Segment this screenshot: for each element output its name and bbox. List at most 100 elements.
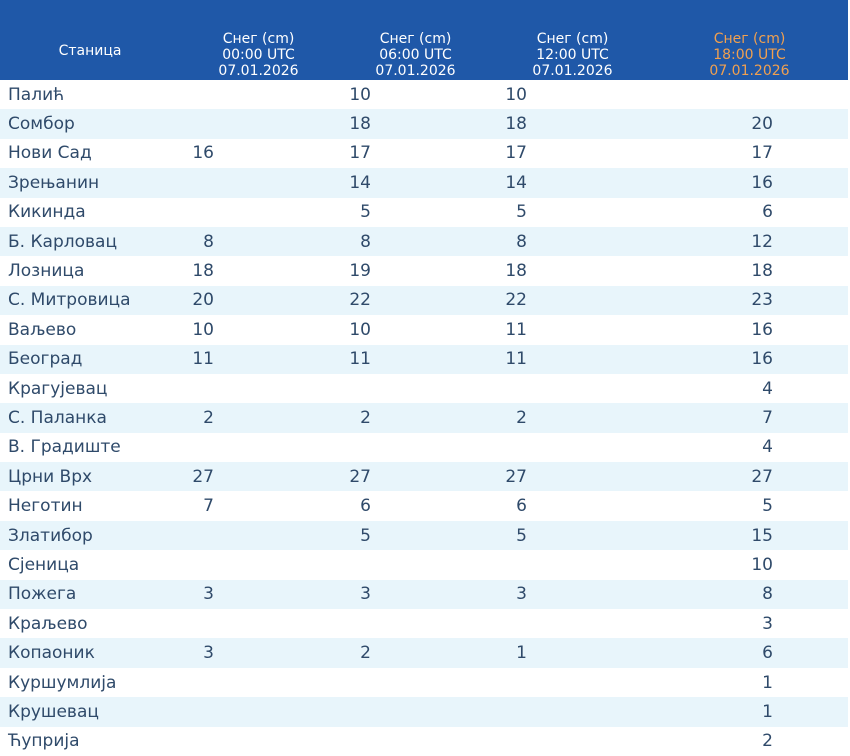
station-name: Ћуприја [8, 731, 80, 752]
value-0000 [180, 727, 337, 756]
value-0600: 2 [360, 407, 371, 428]
value-1200: 18 [505, 114, 527, 135]
header-date: 07.01.2026 [218, 63, 299, 79]
station-name: Пожега [8, 584, 77, 605]
value-0600: 14 [349, 172, 371, 193]
header-label: Снег (cm) [536, 31, 609, 47]
table-row: Крагујевац 4 [0, 373, 848, 404]
station-name: Кикинда [8, 202, 86, 223]
value-1800: 23 [751, 290, 773, 311]
value-0600: 17 [349, 143, 371, 164]
value-1200: 5 [516, 202, 527, 223]
value-1800: 3 [762, 613, 773, 634]
table-row: Копаоник 3 2 1 6 [0, 638, 848, 668]
value-0000: 3 [203, 643, 214, 664]
value-0000: 20 [192, 290, 214, 311]
value-0600: 8 [360, 231, 371, 252]
station-name: Краљево [8, 613, 88, 634]
station-name: Крагујевац [8, 378, 108, 399]
value-1200: 11 [505, 349, 527, 370]
value-1200 [494, 727, 651, 756]
value-1800: 15 [751, 525, 773, 546]
value-0600 [337, 668, 494, 697]
value-0600: 5 [360, 525, 371, 546]
value-0600: 19 [349, 261, 371, 282]
value-0000: 16 [192, 143, 214, 164]
value-1200: 3 [516, 584, 527, 605]
table-row: Нови Сад 16 17 17 17 [0, 138, 848, 169]
value-0600: 10 [349, 319, 371, 340]
table-row: Лозница 18 19 18 18 [0, 256, 848, 286]
value-1800: 16 [751, 319, 773, 340]
value-0600 [337, 374, 494, 403]
value-1800: 16 [751, 349, 773, 370]
value-1200: 1 [516, 643, 527, 664]
value-1800: 8 [762, 584, 773, 605]
value-1200 [494, 668, 651, 697]
station-name: С. Митровица [8, 290, 131, 311]
value-0000 [180, 609, 337, 638]
value-1800: 7 [762, 407, 773, 428]
table-row: Ћуприја 2 [0, 726, 848, 756]
value-0000: 8 [203, 231, 214, 252]
station-name: Београд [8, 349, 83, 370]
value-1800: 27 [751, 466, 773, 487]
header-date: 07.01.2026 [709, 63, 790, 79]
value-1200: 27 [505, 466, 527, 487]
table-row: Црни Врх 27 27 27 27 [0, 462, 848, 492]
table-row: Палић 10 10 [0, 80, 848, 110]
value-0600: 22 [349, 290, 371, 311]
value-0600: 27 [349, 466, 371, 487]
station-name: Црни Врх [8, 466, 93, 487]
header-0600: Снег (cm) 06:00 UTC 07.01.2026 [337, 0, 494, 80]
value-1200 [494, 609, 651, 638]
value-1200 [494, 374, 651, 403]
table-row: Неготин 7 6 6 5 [0, 491, 848, 521]
value-0000 [180, 550, 337, 579]
value-0600: 3 [360, 584, 371, 605]
value-0600: 5 [360, 202, 371, 223]
value-1200: 10 [505, 84, 527, 105]
value-0000: 7 [203, 496, 214, 517]
value-0600: 6 [360, 496, 371, 517]
value-1800: 4 [762, 437, 773, 458]
table-row: В. Градиште 4 [0, 432, 848, 463]
table-row: Сомбор 18 18 20 [0, 109, 848, 139]
table-body: Палић 10 10 Сомбор 18 18 20 Нови Сад 16 17 17 17 Зре… [0, 80, 848, 756]
station-name: Сјеница [8, 554, 80, 575]
value-0000 [180, 80, 337, 109]
value-1200: 14 [505, 172, 527, 193]
header-date: 07.01.2026 [375, 63, 456, 79]
station-name: Неготин [8, 496, 83, 517]
station-name: Палић [8, 84, 65, 105]
value-1800: 5 [762, 496, 773, 517]
value-1800: 2 [762, 731, 773, 752]
value-0600 [337, 697, 494, 726]
table-row: Београд 11 11 11 16 [0, 344, 848, 374]
table-row: Краљево 3 [0, 609, 848, 639]
table-row: С. Митровица 20 22 22 23 [0, 285, 848, 316]
header-time: 18:00 UTC [713, 47, 786, 63]
value-1800: 10 [751, 554, 773, 575]
value-1800: 6 [762, 202, 773, 223]
value-1200: 22 [505, 290, 527, 311]
value-1800: 4 [762, 378, 773, 399]
value-0000: 11 [192, 349, 214, 370]
value-0600: 18 [349, 114, 371, 135]
value-0000 [180, 668, 337, 697]
header-0000: Снег (cm) 00:00 UTC 07.01.2026 [180, 0, 337, 80]
value-0600 [337, 727, 494, 756]
header-date: 07.01.2026 [532, 63, 613, 79]
value-0000 [180, 168, 337, 197]
value-0000: 18 [192, 261, 214, 282]
value-0000 [180, 374, 337, 403]
value-0000: 2 [203, 407, 214, 428]
header-time: 00:00 UTC [222, 47, 295, 63]
table-row: С. Паланка 2 2 2 7 [0, 403, 848, 433]
value-1800 [651, 80, 848, 109]
value-0000 [180, 198, 337, 227]
station-name: Крушевац [8, 701, 99, 722]
header-1200: Снег (cm) 12:00 UTC 07.01.2026 [494, 0, 651, 80]
station-name: Б. Карловац [8, 231, 118, 252]
